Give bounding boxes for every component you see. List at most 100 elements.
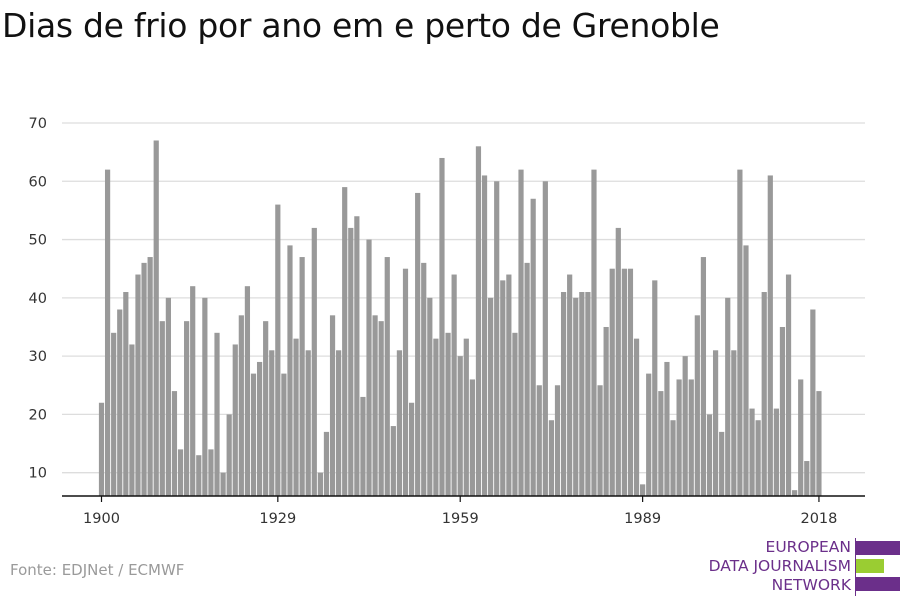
bar-1927 [263, 321, 269, 496]
logo-line-network: NETWORK [771, 576, 851, 594]
bar-2012 [779, 326, 786, 496]
bar-1970 [524, 262, 530, 496]
bar-1901 [104, 169, 111, 496]
bar-1915 [190, 286, 196, 496]
bar-1926 [256, 361, 263, 496]
bar-2014 [792, 490, 798, 496]
x-tick-label: 1929 [259, 511, 296, 527]
bar-1997 [688, 379, 694, 496]
y-tick-label: 30 [29, 349, 47, 365]
bar-1964 [488, 297, 494, 496]
logo-bar-bottom [856, 577, 900, 591]
bar-1946 [378, 321, 384, 496]
bar-2006 [743, 245, 749, 496]
bar-1930 [281, 373, 287, 496]
bar-1989 [640, 484, 646, 496]
bar-1987 [627, 268, 634, 496]
bar-1945 [372, 315, 378, 496]
logo-bar-top [856, 541, 900, 555]
bar-1968 [512, 332, 518, 496]
bar-2018 [816, 391, 822, 496]
bar-1943 [360, 396, 366, 496]
bar-1975 [554, 385, 561, 496]
bar-1908 [147, 257, 153, 496]
bar-1918 [208, 449, 214, 496]
bar-1973 [542, 181, 548, 496]
bar-1981 [591, 169, 597, 496]
bar-1928 [269, 350, 275, 496]
bar-1956 [439, 157, 445, 496]
bar-1902 [111, 332, 117, 496]
bar-1949 [396, 350, 403, 496]
bar-1986 [621, 268, 627, 496]
y-tick-label: 70 [29, 116, 47, 132]
bar-1929 [275, 204, 281, 496]
bar-1971 [530, 198, 536, 496]
bar-1984 [609, 268, 615, 496]
bar-1965 [494, 181, 500, 496]
bar-1988 [633, 338, 640, 496]
bar-1972 [536, 385, 542, 496]
bar-1967 [506, 274, 512, 496]
bar-2007 [749, 408, 755, 496]
bar-2015 [798, 379, 804, 496]
bar-1914 [184, 321, 190, 496]
bar-1917 [202, 297, 208, 496]
bar-2011 [773, 408, 779, 496]
bar-1994 [670, 420, 676, 496]
logo-line-data-journalism: DATA JOURNALISM [708, 557, 851, 575]
bar-1993 [664, 361, 670, 496]
bar-2002 [719, 431, 725, 496]
bar-1995 [676, 379, 682, 496]
x-axis-ticks: 1900 1929 1959 1989 2018 [83, 496, 837, 527]
bar-1966 [500, 280, 506, 496]
bar-2004 [731, 350, 737, 496]
bar-1922 [232, 344, 238, 496]
bar-1941 [348, 227, 354, 496]
bar-2016 [804, 461, 810, 496]
bar-1962 [475, 146, 482, 496]
bar-2000 [706, 414, 713, 496]
bar-1948 [390, 426, 396, 496]
bar-1905 [129, 344, 135, 496]
bar-1924 [244, 286, 251, 496]
chart-title: Dias de frio por ano em e perto de Greno… [2, 6, 720, 45]
bar-1969 [518, 169, 524, 496]
bar-2009 [761, 292, 767, 496]
bar-2001 [712, 350, 719, 496]
bar-2003 [725, 297, 731, 496]
bar-1974 [548, 420, 555, 496]
bars-group [98, 140, 822, 496]
bar-1931 [287, 245, 293, 496]
bar-1916 [196, 455, 202, 496]
bar-1940 [342, 187, 348, 496]
bar-1977 [567, 274, 573, 496]
bar-1935 [311, 227, 317, 496]
bar-2013 [785, 274, 792, 496]
bar-1932 [293, 338, 299, 496]
y-tick-label: 60 [29, 174, 47, 190]
bar-1939 [336, 350, 342, 496]
bar-1961 [469, 379, 475, 496]
bar-1985 [615, 227, 621, 496]
bar-1925 [250, 373, 257, 496]
x-tick-label: 1989 [624, 511, 661, 527]
y-axis-ticks: 10 20 30 40 50 60 70 [29, 116, 47, 482]
bar-1991 [652, 280, 658, 496]
logo-bar-middle [856, 559, 884, 573]
bar-1954 [427, 297, 433, 496]
bar-1951 [408, 402, 415, 496]
bar-1903 [117, 309, 123, 496]
bar-1978 [573, 297, 579, 496]
bar-1907 [141, 262, 147, 496]
bar-1992 [658, 391, 664, 496]
logo-line-european: EUROPEAN [765, 538, 851, 556]
bar-1900 [98, 402, 105, 496]
bar-1947 [384, 257, 390, 496]
bar-1933 [299, 257, 305, 496]
bar-1983 [603, 326, 609, 496]
bar-1942 [354, 216, 360, 496]
bar-1953 [421, 262, 427, 496]
x-tick-label: 1959 [442, 511, 479, 527]
bar-1923 [238, 315, 244, 496]
